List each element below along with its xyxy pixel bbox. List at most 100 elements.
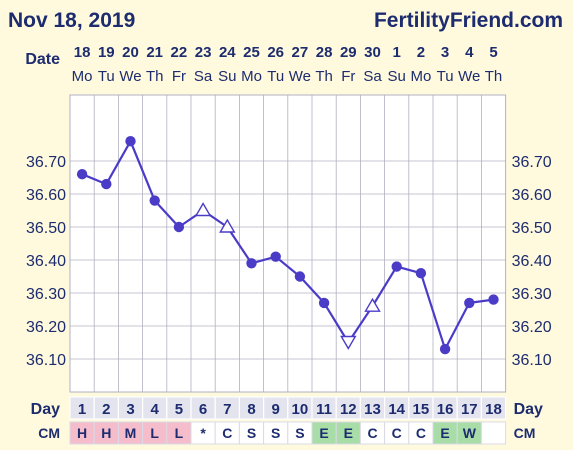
cm-value: C xyxy=(222,425,232,441)
cm-row-label-right: CM xyxy=(514,425,536,441)
temperature-point xyxy=(101,178,112,190)
date-label: 18 xyxy=(74,44,91,61)
cm-value: C xyxy=(392,425,402,441)
date-label: 3 xyxy=(441,44,449,61)
y-tick-label-left: 36.40 xyxy=(26,253,66,270)
date-label: 22 xyxy=(171,44,188,61)
weekday-label: Tu xyxy=(98,68,115,85)
cm-value: S xyxy=(295,425,304,441)
weekday-label: Sa xyxy=(194,68,213,85)
y-tick-label-right: 36.50 xyxy=(512,220,552,237)
cm-cell xyxy=(480,421,507,445)
cm-value: E xyxy=(344,425,353,441)
y-tick-label-left: 36.20 xyxy=(26,319,66,336)
weekday-label: Mo xyxy=(72,68,93,85)
temperature-point-open xyxy=(364,297,381,312)
temperature-point xyxy=(125,136,136,147)
weekday-label: Su xyxy=(388,68,406,85)
date-label: 27 xyxy=(292,44,309,61)
cm-value: C xyxy=(367,425,377,441)
cm-value: * xyxy=(200,425,206,441)
weekday-label: Mo xyxy=(410,68,431,85)
temperature-point xyxy=(294,271,306,282)
date-label: 19 xyxy=(98,44,115,61)
date-label: 30 xyxy=(364,44,381,61)
y-tick-label-left: 36.30 xyxy=(26,286,66,303)
cycle-day-label: 10 xyxy=(292,401,309,418)
site-name[interactable]: FertilityFriend.com xyxy=(373,9,563,32)
weekday-label: Th xyxy=(146,68,164,85)
temperature-line xyxy=(81,140,494,351)
temperature-point xyxy=(149,195,160,206)
weekday-label: Th xyxy=(315,68,333,85)
cycle-day-label: 4 xyxy=(151,401,160,418)
date-label: 25 xyxy=(243,44,260,61)
date-label: 2 xyxy=(417,44,425,61)
weekday-label: Tu xyxy=(267,68,284,85)
weekday-label: We xyxy=(458,68,480,85)
temperature-point xyxy=(173,221,185,233)
temperature-point-open-down xyxy=(340,335,357,350)
y-tick-label-right: 36.30 xyxy=(512,286,552,303)
date-label: 29 xyxy=(340,44,357,61)
cycle-day-label: 7 xyxy=(223,401,231,418)
cm-row-label: CM xyxy=(38,425,60,441)
cycle-day-label: 15 xyxy=(413,401,430,418)
cm-value: S xyxy=(271,425,280,441)
day-row-label: Day xyxy=(31,401,60,418)
temperature-point xyxy=(270,251,281,262)
weekday-label: Sa xyxy=(363,68,382,85)
cycle-day-label: 13 xyxy=(364,401,381,418)
cm-value: L xyxy=(150,425,159,441)
weekday-label: Tu xyxy=(437,68,454,85)
weekday-label: Su xyxy=(218,68,236,85)
y-tick-label-right: 36.20 xyxy=(512,319,552,336)
y-tick-label-left: 36.70 xyxy=(26,154,66,171)
cm-value: E xyxy=(319,425,328,441)
date-label: 1 xyxy=(393,44,401,61)
temperature-point-open xyxy=(194,202,212,217)
weekday-label: Fr xyxy=(172,68,186,85)
cm-value: H xyxy=(101,425,111,441)
date-label: 21 xyxy=(146,44,163,61)
date-label: 4 xyxy=(465,44,474,61)
y-tick-label-right: 36.70 xyxy=(512,154,552,171)
weekday-label: Th xyxy=(485,68,503,85)
day-row-label-right: Day xyxy=(514,401,543,418)
cm-value: L xyxy=(175,425,184,441)
cm-value: H xyxy=(77,425,87,441)
temperature-point xyxy=(246,258,257,269)
cycle-day-label: 16 xyxy=(437,401,454,418)
y-tick-label-right: 36.10 xyxy=(512,352,552,369)
cm-value: S xyxy=(247,425,256,441)
cycle-day-label: 9 xyxy=(272,401,280,418)
cm-value: E xyxy=(440,425,449,441)
date-label: 28 xyxy=(316,44,333,61)
cycle-day-label: 6 xyxy=(199,401,207,418)
date-row-label: Date xyxy=(25,51,60,68)
date-label: 24 xyxy=(219,44,236,61)
cm-value: M xyxy=(125,425,137,441)
cycle-day-label: 11 xyxy=(316,401,332,418)
weekday-label: Mo xyxy=(241,68,262,85)
temperature-point xyxy=(76,169,88,180)
y-tick-label-left: 36.50 xyxy=(26,220,66,237)
cm-value: C xyxy=(416,425,426,441)
y-tick-label-right: 36.40 xyxy=(512,253,552,270)
temperature-point-open xyxy=(219,218,236,233)
cm-value: W xyxy=(463,425,477,441)
weekday-label: Fr xyxy=(341,68,355,85)
cycle-day-label: 5 xyxy=(175,401,183,418)
day-cell xyxy=(480,396,507,420)
cycle-day-label: 1 xyxy=(78,401,86,418)
weekday-label: We xyxy=(119,68,141,85)
date-label: 20 xyxy=(122,44,139,61)
cycle-day-label: 17 xyxy=(461,401,478,418)
cycle-day-label: 3 xyxy=(126,401,134,418)
temperature-point xyxy=(391,261,402,272)
temperature-point xyxy=(488,294,499,305)
cycle-day-label: 18 xyxy=(485,401,502,418)
temperature-point xyxy=(439,343,451,355)
date-label: 23 xyxy=(195,44,212,61)
date-label: 26 xyxy=(267,44,284,61)
